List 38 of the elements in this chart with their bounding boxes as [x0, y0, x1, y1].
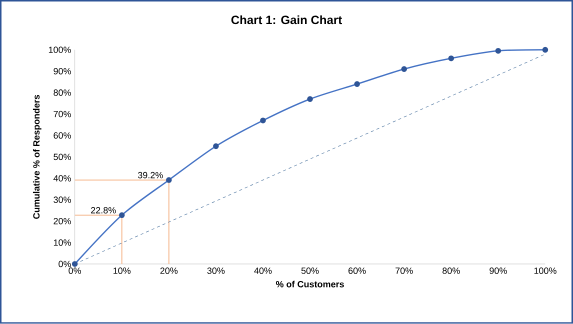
y-tick-label: 50%	[54, 154, 71, 160]
x-tick-label: 30%	[207, 268, 225, 274]
point	[542, 46, 548, 53]
point	[495, 48, 502, 54]
annotation: 22.8%	[91, 207, 116, 214]
point	[401, 66, 408, 72]
y-tick-label: 60%	[54, 132, 71, 139]
point	[260, 118, 266, 124]
x-tick-label: 100%	[534, 268, 556, 274]
x-tick-label: 0%	[68, 268, 82, 274]
y-tick-label: 90%	[54, 68, 71, 75]
point	[72, 261, 78, 267]
x-tick-label: 40%	[254, 268, 272, 274]
y-axis-title: Cumulative % of Responders	[32, 95, 42, 219]
x-axis-title: % of Customers	[276, 280, 344, 288]
point	[448, 56, 454, 62]
y-tick-label: 70%	[54, 110, 71, 118]
y-tick-label: 10%	[54, 239, 71, 246]
x-tick-label: 50%	[301, 268, 319, 274]
annotation: 39.2%	[138, 172, 163, 178]
point	[354, 81, 360, 88]
x-tick-label: 90%	[490, 268, 507, 274]
y-tick-label: 20%	[54, 218, 71, 224]
x-tick-label: 70%	[396, 268, 413, 274]
y-tick-label: 40%	[53, 175, 71, 182]
x-tick-label: 20%	[160, 268, 178, 274]
y-tick-label: 0%	[58, 260, 71, 268]
point	[213, 143, 219, 150]
point	[118, 212, 125, 218]
chart-title: Chart 1: Gain Chart	[231, 15, 342, 24]
x-tick-label: 60%	[348, 268, 366, 274]
point	[307, 96, 313, 102]
y-tick-label: 80%	[54, 90, 71, 96]
y-tick-label: 30%	[54, 196, 71, 204]
y-tick-label: 100%	[48, 46, 71, 54]
x-tick-label: 10%	[114, 268, 131, 274]
x-tick-label: 80%	[442, 268, 460, 274]
point	[166, 177, 172, 184]
